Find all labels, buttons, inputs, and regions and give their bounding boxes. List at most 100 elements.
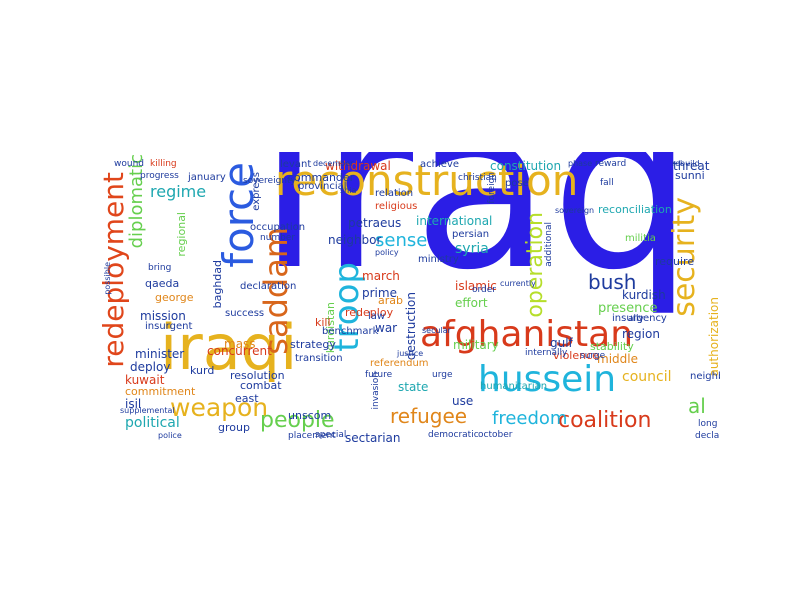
word-regime: regime [150, 182, 207, 201]
word-use: use [452, 394, 474, 408]
word-kuwait: kuwait [125, 373, 165, 387]
word-sectarian: sectarian [345, 431, 401, 442]
word-march: march [362, 269, 400, 283]
word-refugee: refugee [390, 404, 468, 428]
word-sense: sense [375, 230, 428, 251]
word-achieve: achieve [420, 159, 459, 170]
word-violence: violence [553, 349, 599, 362]
word-isil: isil [125, 397, 142, 411]
word-referendum: referendum [370, 358, 429, 369]
word-possible: possible [103, 262, 112, 295]
word-effort: effort [455, 296, 488, 310]
word-neighbor: neighbor [328, 233, 382, 247]
word-humanitarian: humanitarian [480, 381, 548, 392]
word-iraqi: iraqi [160, 311, 298, 384]
word-george: george [155, 291, 194, 304]
word-stability: stability [590, 340, 634, 353]
word-islamic: islamic [455, 279, 497, 293]
word-currently: currently [500, 279, 536, 288]
word-success: success [225, 308, 265, 319]
word-secular: secular [422, 326, 451, 335]
word-january: january [188, 172, 226, 183]
word-bush: bush [588, 270, 637, 294]
word-group: group [218, 421, 250, 434]
word-minister: minister [135, 347, 185, 361]
word-declaration: declaration [240, 281, 297, 292]
word-democratic: democratic [428, 430, 479, 440]
word-freedom: freedom [492, 408, 568, 429]
word-sovereign: sovereign [555, 206, 595, 215]
word-sovereignty: sovereignty [243, 176, 296, 186]
word-order: order [472, 285, 496, 295]
word-relation: relation [375, 188, 414, 199]
word-declare: declare [695, 431, 720, 441]
word-deploy: deploy [130, 360, 171, 374]
word-supplemental: supplemental [120, 406, 175, 415]
word-commitment: commitment [125, 385, 196, 398]
word-hussein: hussein [478, 359, 617, 400]
word-pose: pose [505, 178, 529, 189]
word-insurgent: insurgent [145, 321, 193, 332]
word-gulf: gulf [550, 336, 573, 350]
word-invasion: invasion [371, 372, 381, 410]
word-fall: fall [600, 178, 614, 188]
word-syria: syria [455, 241, 489, 257]
word-threat: threat [673, 159, 710, 173]
word-reconstruction: reconstruction [275, 156, 579, 205]
word-kill: kill [315, 316, 331, 329]
word-justice: justice [397, 349, 424, 358]
word-placement: placement [288, 431, 336, 441]
word-arab: arab [378, 294, 403, 307]
word-combat: combat [240, 379, 282, 392]
word-reconciliation: reconciliation [598, 203, 672, 216]
word-urge: urge [432, 370, 453, 380]
word-region: region [622, 327, 660, 341]
word-concurrent: concurrent [207, 344, 272, 358]
word-presence: presence [598, 301, 658, 316]
word-insurgency: insurgency [612, 313, 667, 324]
word-benchmark: benchmark [322, 326, 379, 337]
word-additional: additional [544, 222, 554, 267]
word-provincial: provincial [298, 181, 347, 192]
word-coalition: coalition [558, 408, 652, 433]
word-baghdad: baghdad [211, 260, 224, 309]
word-transition: transition [295, 353, 343, 364]
word-regional: regional [175, 212, 188, 257]
word-cloud: iraq iraqi reconstruction afghanistan hussei… [100, 152, 720, 442]
word-middle: middle [597, 352, 638, 366]
word-war: war [375, 321, 398, 335]
word-ally: ally [628, 314, 644, 324]
word-afghanistan: afghanistan [420, 314, 634, 355]
word-wound: wound [114, 159, 144, 169]
word-east: east [235, 392, 259, 405]
word-religious: religious [375, 201, 418, 212]
word-special: special [315, 430, 347, 440]
word-resolution: resolution [230, 369, 285, 382]
word-bring: bring [148, 263, 172, 273]
word-policy: policy [375, 248, 399, 257]
word-neighbore: neighbore [690, 371, 720, 382]
word-shia: shia [340, 186, 357, 195]
word-weapon: weapon [170, 393, 269, 422]
word-political: political [125, 415, 180, 431]
word-mission: mission [140, 309, 186, 323]
word-reward: reward [595, 159, 627, 169]
word-foreign: foreign [487, 172, 497, 204]
word-commander: commander [288, 171, 355, 184]
word-qaeda: qaeda [145, 277, 180, 290]
word-ministry: ministry [418, 254, 459, 265]
word-law: law [368, 311, 386, 322]
word-killing: killing [150, 159, 177, 169]
word-require: require [655, 255, 695, 268]
word-al: al [688, 394, 706, 418]
word-future: future [365, 370, 393, 380]
word-unscom: unscom [288, 409, 332, 422]
word-number: number [260, 233, 296, 243]
word-kurd: kurd [190, 364, 215, 377]
word-october: october [478, 430, 513, 440]
word-rebuild: rebuild [672, 159, 700, 168]
word-levant: levant [280, 159, 312, 170]
word-state: state [398, 380, 429, 394]
word-progress: progress [140, 171, 179, 181]
word-internally: internally [525, 348, 568, 358]
